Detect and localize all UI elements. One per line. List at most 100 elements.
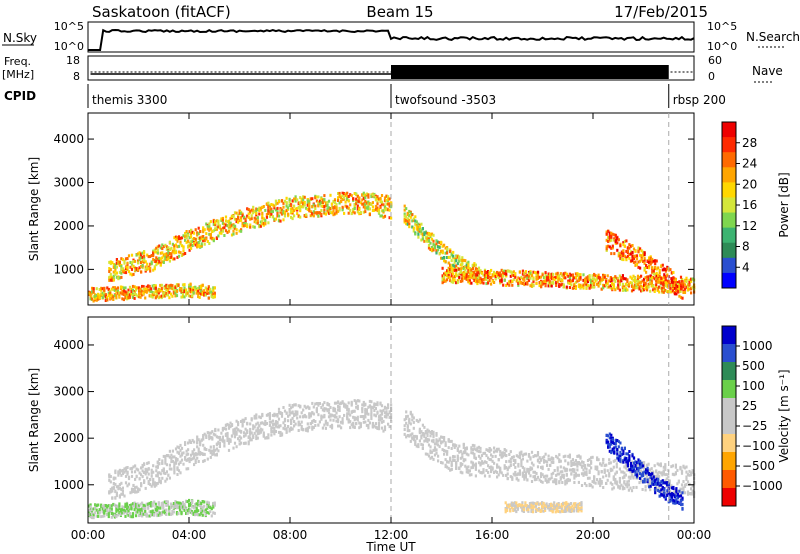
data-cell [690, 291, 693, 295]
data-cell [591, 480, 594, 484]
data-cell [464, 450, 467, 454]
data-cell [115, 491, 118, 495]
data-cell [129, 261, 132, 264]
data-cell [271, 426, 274, 430]
data-cell [690, 279, 693, 283]
data-cell [482, 281, 485, 285]
data-cell [505, 474, 508, 477]
data-cell [464, 447, 467, 451]
data-cell [558, 277, 561, 281]
data-cell [514, 458, 517, 462]
data-cell [344, 193, 347, 197]
data-cell [487, 276, 490, 279]
data-cell [626, 485, 629, 489]
data-cell [220, 228, 223, 232]
data-cell [625, 239, 628, 243]
data-cell [435, 438, 438, 442]
data-cell [106, 507, 109, 511]
data-cell [379, 196, 382, 200]
data-cell [514, 272, 517, 276]
data-cell [443, 274, 446, 278]
data-cell [517, 472, 520, 476]
data-cell [167, 257, 170, 261]
freq-panel [87, 55, 695, 81]
data-cell [638, 275, 641, 279]
data-cell [217, 219, 220, 223]
data-cell [590, 284, 593, 288]
data-cell [226, 230, 229, 234]
data-cell [320, 214, 323, 218]
data-cell [123, 261, 126, 265]
data-cell [294, 410, 297, 414]
data-cell [299, 215, 302, 219]
data-cell [256, 421, 259, 425]
data-cell [556, 472, 559, 476]
data-cell [121, 507, 124, 511]
data-cell [473, 271, 476, 274]
data-cell [509, 457, 512, 461]
data-cell [97, 503, 100, 507]
data-cell [608, 474, 611, 478]
data-cell [558, 458, 561, 462]
data-cell [233, 224, 237, 228]
data-cell [630, 289, 634, 293]
data-cell [209, 220, 212, 224]
data-cell [293, 424, 296, 428]
data-cell [577, 473, 580, 477]
data-cell [329, 418, 332, 422]
data-cell [453, 279, 456, 283]
data-cell [605, 230, 608, 234]
data-cell [329, 210, 332, 214]
data-cell [385, 414, 388, 417]
data-cell [92, 513, 95, 517]
data-cell [550, 284, 553, 288]
data-cell [137, 487, 140, 491]
data-cell [520, 280, 523, 284]
data-cell [582, 472, 585, 476]
data-cell [157, 296, 160, 300]
data-cell [226, 436, 229, 439]
data-cell [285, 204, 288, 208]
data-cell [474, 456, 477, 460]
data-cell [120, 271, 123, 275]
data-cell [126, 261, 129, 265]
data-cell [241, 214, 244, 218]
data-cell [244, 224, 247, 227]
data-cell [556, 466, 559, 470]
data-cell [500, 268, 503, 272]
data-cell [471, 443, 474, 447]
data-cell [541, 465, 544, 469]
data-cell [536, 453, 540, 457]
data-cell [520, 452, 523, 456]
data-cell [468, 473, 471, 477]
data-cell [637, 265, 640, 269]
data-cell [474, 467, 477, 471]
data-cell [258, 429, 261, 433]
data-cell [217, 449, 220, 453]
data-cell [108, 278, 111, 282]
data-cell [276, 210, 279, 214]
data-cell [361, 193, 364, 197]
data-cell [505, 269, 508, 273]
data-cell [318, 420, 321, 424]
data-cell [280, 414, 284, 418]
data-cell [264, 222, 267, 226]
data-cell [297, 404, 300, 408]
data-cell [252, 427, 255, 431]
data-cell [183, 289, 186, 293]
data-cell [103, 511, 106, 515]
data-cell [218, 442, 221, 445]
data-cell [456, 274, 459, 278]
data-cell [476, 449, 479, 453]
data-cell [217, 440, 220, 444]
data-cell [168, 455, 171, 459]
data-cell [362, 417, 365, 420]
data-cell [682, 464, 685, 468]
data-cell [666, 273, 669, 277]
data-cell [140, 261, 143, 264]
data-cell [258, 424, 261, 428]
data-cell [676, 468, 679, 472]
data-cell [670, 484, 673, 488]
data-cell [181, 293, 185, 297]
data-cell [155, 474, 158, 478]
